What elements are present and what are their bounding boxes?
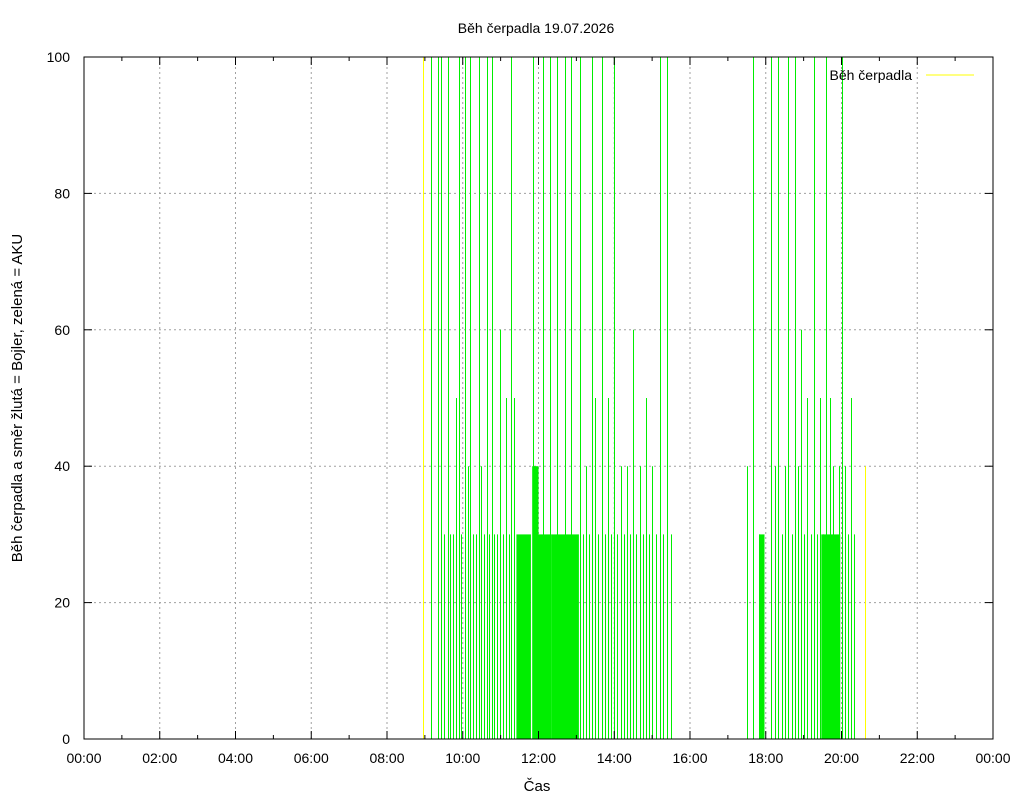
- y-tick-label: 60: [54, 322, 70, 338]
- series-0-block: [538, 534, 552, 739]
- x-tick-label: 16:00: [672, 750, 707, 766]
- y-tick-label: 20: [54, 595, 70, 611]
- x-tick-label: 12:00: [521, 750, 556, 766]
- chart-title: Běh čerpadla 19.07.2026: [458, 20, 615, 36]
- x-tick-label: 22:00: [900, 750, 935, 766]
- x-tick-label: 00:00: [66, 750, 101, 766]
- axes: [83, 56, 994, 740]
- y-tick-label: 100: [47, 49, 71, 65]
- x-axis-label: Čas: [524, 778, 551, 795]
- y-tick-label: 80: [54, 185, 70, 201]
- y-axis-label: Běh čerpadla a směr žlutá = Bojler, zele…: [9, 234, 26, 563]
- legend-label: Běh čerpadla: [829, 67, 912, 83]
- data-marks: [423, 57, 866, 739]
- tick-labels: 00:00 02:00 04:00 06:00 08:00 10:00 12:00 14:00…: [47, 49, 1011, 766]
- x-tick-label: 20:00: [824, 750, 859, 766]
- y-tick-label: 0: [62, 731, 70, 747]
- x-tick-label: 00:00: [975, 750, 1010, 766]
- x-tick-label: 04:00: [218, 750, 253, 766]
- legend: Běh čerpadla: [829, 67, 974, 83]
- x-tick-label: 14:00: [597, 750, 632, 766]
- plot-frame: [83, 56, 994, 740]
- x-tick-label: 10:00: [445, 750, 480, 766]
- series-0-block: [516, 534, 531, 739]
- x-tick-label: 02:00: [142, 750, 177, 766]
- y-tick-label: 40: [54, 458, 70, 474]
- x-tick-label: 08:00: [369, 750, 404, 766]
- series-0-block: [759, 534, 765, 739]
- x-tick-label: 18:00: [748, 750, 783, 766]
- series-0-block: [532, 466, 539, 739]
- x-tick-label: 06:00: [294, 750, 329, 766]
